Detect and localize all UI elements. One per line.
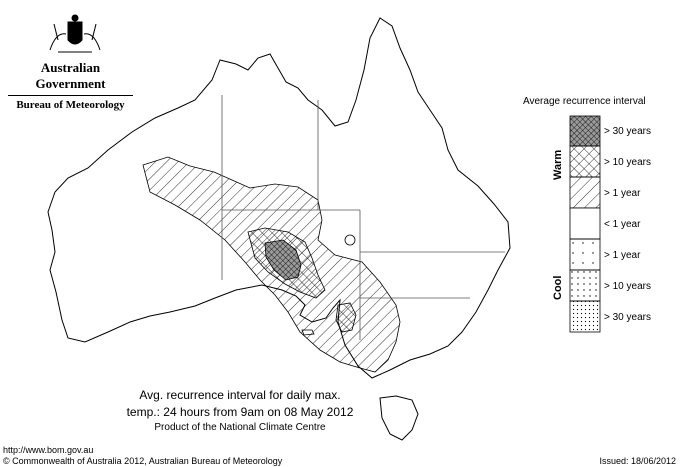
legend-label-warm-10: > 10 years bbox=[604, 157, 651, 168]
footer-copyright: © Commonwealth of Australia 2012, Austra… bbox=[3, 456, 283, 466]
legend-swatch-cool-10 bbox=[569, 269, 601, 302]
caption-line-1: Avg. recurrence interval for daily max. bbox=[139, 388, 341, 402]
australia-coastline bbox=[47, 17, 511, 379]
coat-of-arms-emblem bbox=[49, 14, 101, 53]
lake-eyre-outline bbox=[344, 234, 356, 246]
legend-label-cool-30: > 30 years bbox=[604, 312, 651, 323]
caption-line-3: Product of the National Climate Centre bbox=[154, 422, 326, 433]
legend-label-warm-1: > 1 year bbox=[604, 188, 641, 199]
legend-swatch-warm-1 bbox=[569, 176, 601, 209]
legend-label-cool-1: > 1 year bbox=[604, 250, 641, 261]
government-name: Australian Government bbox=[35, 60, 106, 91]
warm-label: Warm bbox=[552, 149, 564, 180]
legend-swatch-warm-10 bbox=[569, 145, 601, 178]
footer-issued-date: Issued: 18/06/2012 bbox=[599, 456, 676, 466]
legend-swatch-warm-30 bbox=[569, 115, 601, 147]
legend-swatch-cool-1 bbox=[569, 238, 601, 271]
warm-10-year-region-south bbox=[335, 302, 357, 333]
bureau-name: Bureau of Meteorology bbox=[8, 95, 133, 111]
caption-line-2: temp.: 24 hours from 9am on 08 May 2012 bbox=[126, 405, 354, 419]
legend-swatch-cool-30 bbox=[569, 300, 601, 333]
kangaroo-island bbox=[301, 329, 315, 336]
legend-boxes bbox=[569, 115, 601, 333]
legend-title: Average recurrence interval bbox=[523, 96, 646, 107]
legend-label-neutral: < 1 year bbox=[604, 219, 641, 230]
cool-label: Cool bbox=[552, 275, 564, 300]
warm-30-year-region bbox=[264, 239, 302, 281]
state-borders bbox=[221, 95, 505, 340]
legend-swatch-neutral bbox=[569, 207, 601, 240]
footer-url-link[interactable]: http://www.bom.gov.au bbox=[3, 445, 94, 455]
bom-logo: Australian Government Bureau of Meteorol… bbox=[8, 8, 133, 111]
tasmania-coastline bbox=[379, 395, 419, 441]
legend-label-cool-10: > 10 years bbox=[604, 281, 651, 292]
legend-label-warm-30: > 30 years bbox=[604, 126, 651, 137]
